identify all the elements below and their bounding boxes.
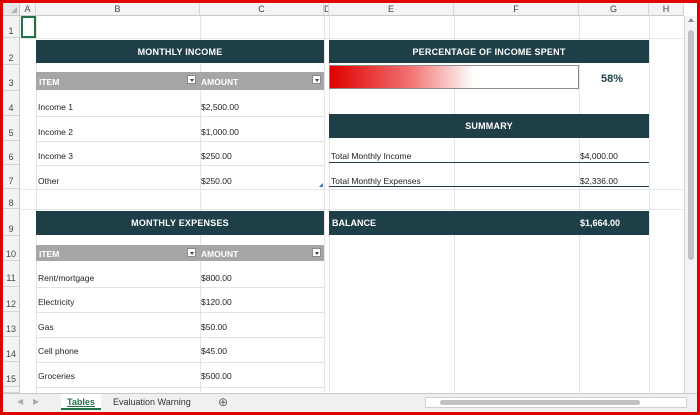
- income-item: Income 2: [38, 127, 73, 137]
- summary-divider: [329, 162, 649, 163]
- summary-title: SUMMARY: [329, 114, 649, 138]
- expense-item: Cell phone: [38, 346, 79, 356]
- vertical-scroll-thumb[interactable]: [688, 30, 694, 260]
- filter-dropdown-icon[interactable]: [187, 75, 196, 84]
- row-header[interactable]: 1: [3, 16, 20, 38]
- income-item: Income 1: [38, 102, 73, 112]
- row-header[interactable]: 2: [3, 38, 20, 65]
- row-header[interactable]: 11: [3, 261, 20, 287]
- row-header[interactable]: 14: [3, 337, 20, 362]
- expense-item: Rent/mortgage: [38, 273, 95, 283]
- income-table-header: ITEM AMOUNT: [36, 72, 324, 90]
- column-header-c[interactable]: C: [200, 3, 324, 16]
- sheet-tabs-bar: ◀ ▶ Tables Evaluation Warning ⊕: [3, 393, 697, 412]
- expense-amount: $45.00: [201, 346, 227, 356]
- expense-amount: $500.00: [201, 371, 232, 381]
- row-header[interactable]: 12: [3, 287, 20, 312]
- tab-scroll-right-icon[interactable]: ▶: [33, 397, 40, 406]
- row-header[interactable]: 4: [3, 91, 20, 116]
- row-header[interactable]: 7: [3, 165, 20, 189]
- income-item: Other: [38, 176, 60, 186]
- income-item: Income 3: [38, 151, 73, 161]
- income-item-column-label: ITEM: [39, 77, 60, 87]
- percentage-value: 58%: [601, 73, 624, 85]
- income-amount: $2,500.00: [201, 102, 239, 112]
- expense-amount: $120.00: [201, 297, 232, 307]
- expense-item: Gas: [38, 322, 54, 332]
- horizontal-scroll-thumb[interactable]: [440, 400, 640, 405]
- balance-bar: BALANCE $1,664.00: [329, 211, 649, 235]
- expense-amount: $50.00: [201, 322, 227, 332]
- row-header[interactable]: 8: [3, 189, 20, 209]
- column-header-d[interactable]: D: [324, 3, 329, 16]
- column-header-f[interactable]: F: [454, 3, 579, 16]
- percentage-bar-fill: [330, 66, 474, 88]
- percentage-data-bar: [329, 65, 579, 89]
- row-header[interactable]: 13: [3, 312, 20, 337]
- summary-label: Total Monthly Expenses: [331, 176, 421, 186]
- row-header[interactable]: [3, 387, 20, 393]
- tab-tables[interactable]: Tables: [61, 394, 101, 410]
- filter-dropdown-icon[interactable]: [187, 248, 196, 257]
- summary-divider: [329, 186, 649, 187]
- row-header[interactable]: 6: [3, 141, 20, 165]
- row-header[interactable]: 5: [3, 116, 20, 141]
- expense-amount: $800.00: [201, 273, 232, 283]
- select-all-corner[interactable]: [3, 3, 20, 16]
- row-header[interactable]: 10: [3, 236, 20, 261]
- expenses-table-header: ITEM AMOUNT: [36, 245, 324, 261]
- income-table-title: MONTHLY INCOME: [36, 40, 324, 63]
- tab-scroll-left-icon[interactable]: ◀: [17, 397, 24, 406]
- expenses-item-column-label: ITEM: [39, 249, 60, 259]
- filter-dropdown-icon[interactable]: [312, 248, 321, 257]
- income-amount: $1,000.00: [201, 127, 239, 137]
- column-header-a[interactable]: A: [20, 3, 36, 16]
- income-amount-column-label: AMOUNT: [201, 77, 239, 87]
- income-amount: $250.00: [201, 151, 232, 161]
- percentage-title: PERCENTAGE OF INCOME SPENT: [329, 40, 649, 63]
- summary-value: $4,000.00: [580, 151, 618, 161]
- row-header[interactable]: 9: [3, 209, 20, 236]
- column-header-b[interactable]: B: [36, 3, 200, 16]
- expenses-table-title: MONTHLY EXPENSES: [36, 211, 324, 235]
- filter-dropdown-icon[interactable]: [312, 75, 321, 84]
- expense-item: Electricity: [38, 297, 75, 307]
- scroll-up-icon[interactable]: [688, 18, 694, 22]
- balance-label: BALANCE: [332, 218, 376, 228]
- income-amount: $250.00: [201, 176, 232, 186]
- row-header[interactable]: 15: [3, 362, 20, 387]
- summary-label: Total Monthly Income: [331, 151, 412, 161]
- vertical-scrollbar[interactable]: [684, 16, 697, 393]
- table-resize-handle-icon[interactable]: [319, 183, 323, 187]
- balance-value: $1,664.00: [580, 218, 621, 228]
- summary-value: $2,336.00: [580, 176, 618, 186]
- active-cell-a1[interactable]: [21, 16, 36, 38]
- row-header[interactable]: 3: [3, 65, 20, 91]
- add-sheet-icon[interactable]: ⊕: [218, 395, 229, 409]
- tab-evaluation-warning[interactable]: Evaluation Warning: [113, 397, 191, 407]
- column-header-g[interactable]: G: [579, 3, 649, 16]
- column-header-h[interactable]: H: [649, 3, 684, 16]
- horizontal-scrollbar[interactable]: [425, 397, 687, 408]
- expense-item: Groceries: [38, 371, 75, 381]
- column-header-e[interactable]: E: [329, 3, 454, 16]
- expenses-amount-column-label: AMOUNT: [201, 249, 239, 259]
